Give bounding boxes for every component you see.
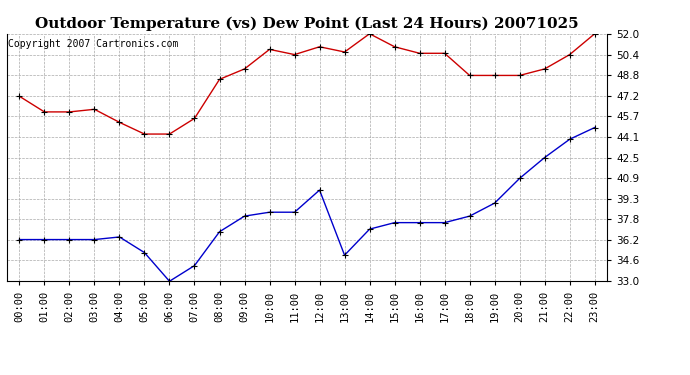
Title: Outdoor Temperature (vs) Dew Point (Last 24 Hours) 20071025: Outdoor Temperature (vs) Dew Point (Last… xyxy=(35,17,579,31)
Text: Copyright 2007 Cartronics.com: Copyright 2007 Cartronics.com xyxy=(8,39,179,49)
